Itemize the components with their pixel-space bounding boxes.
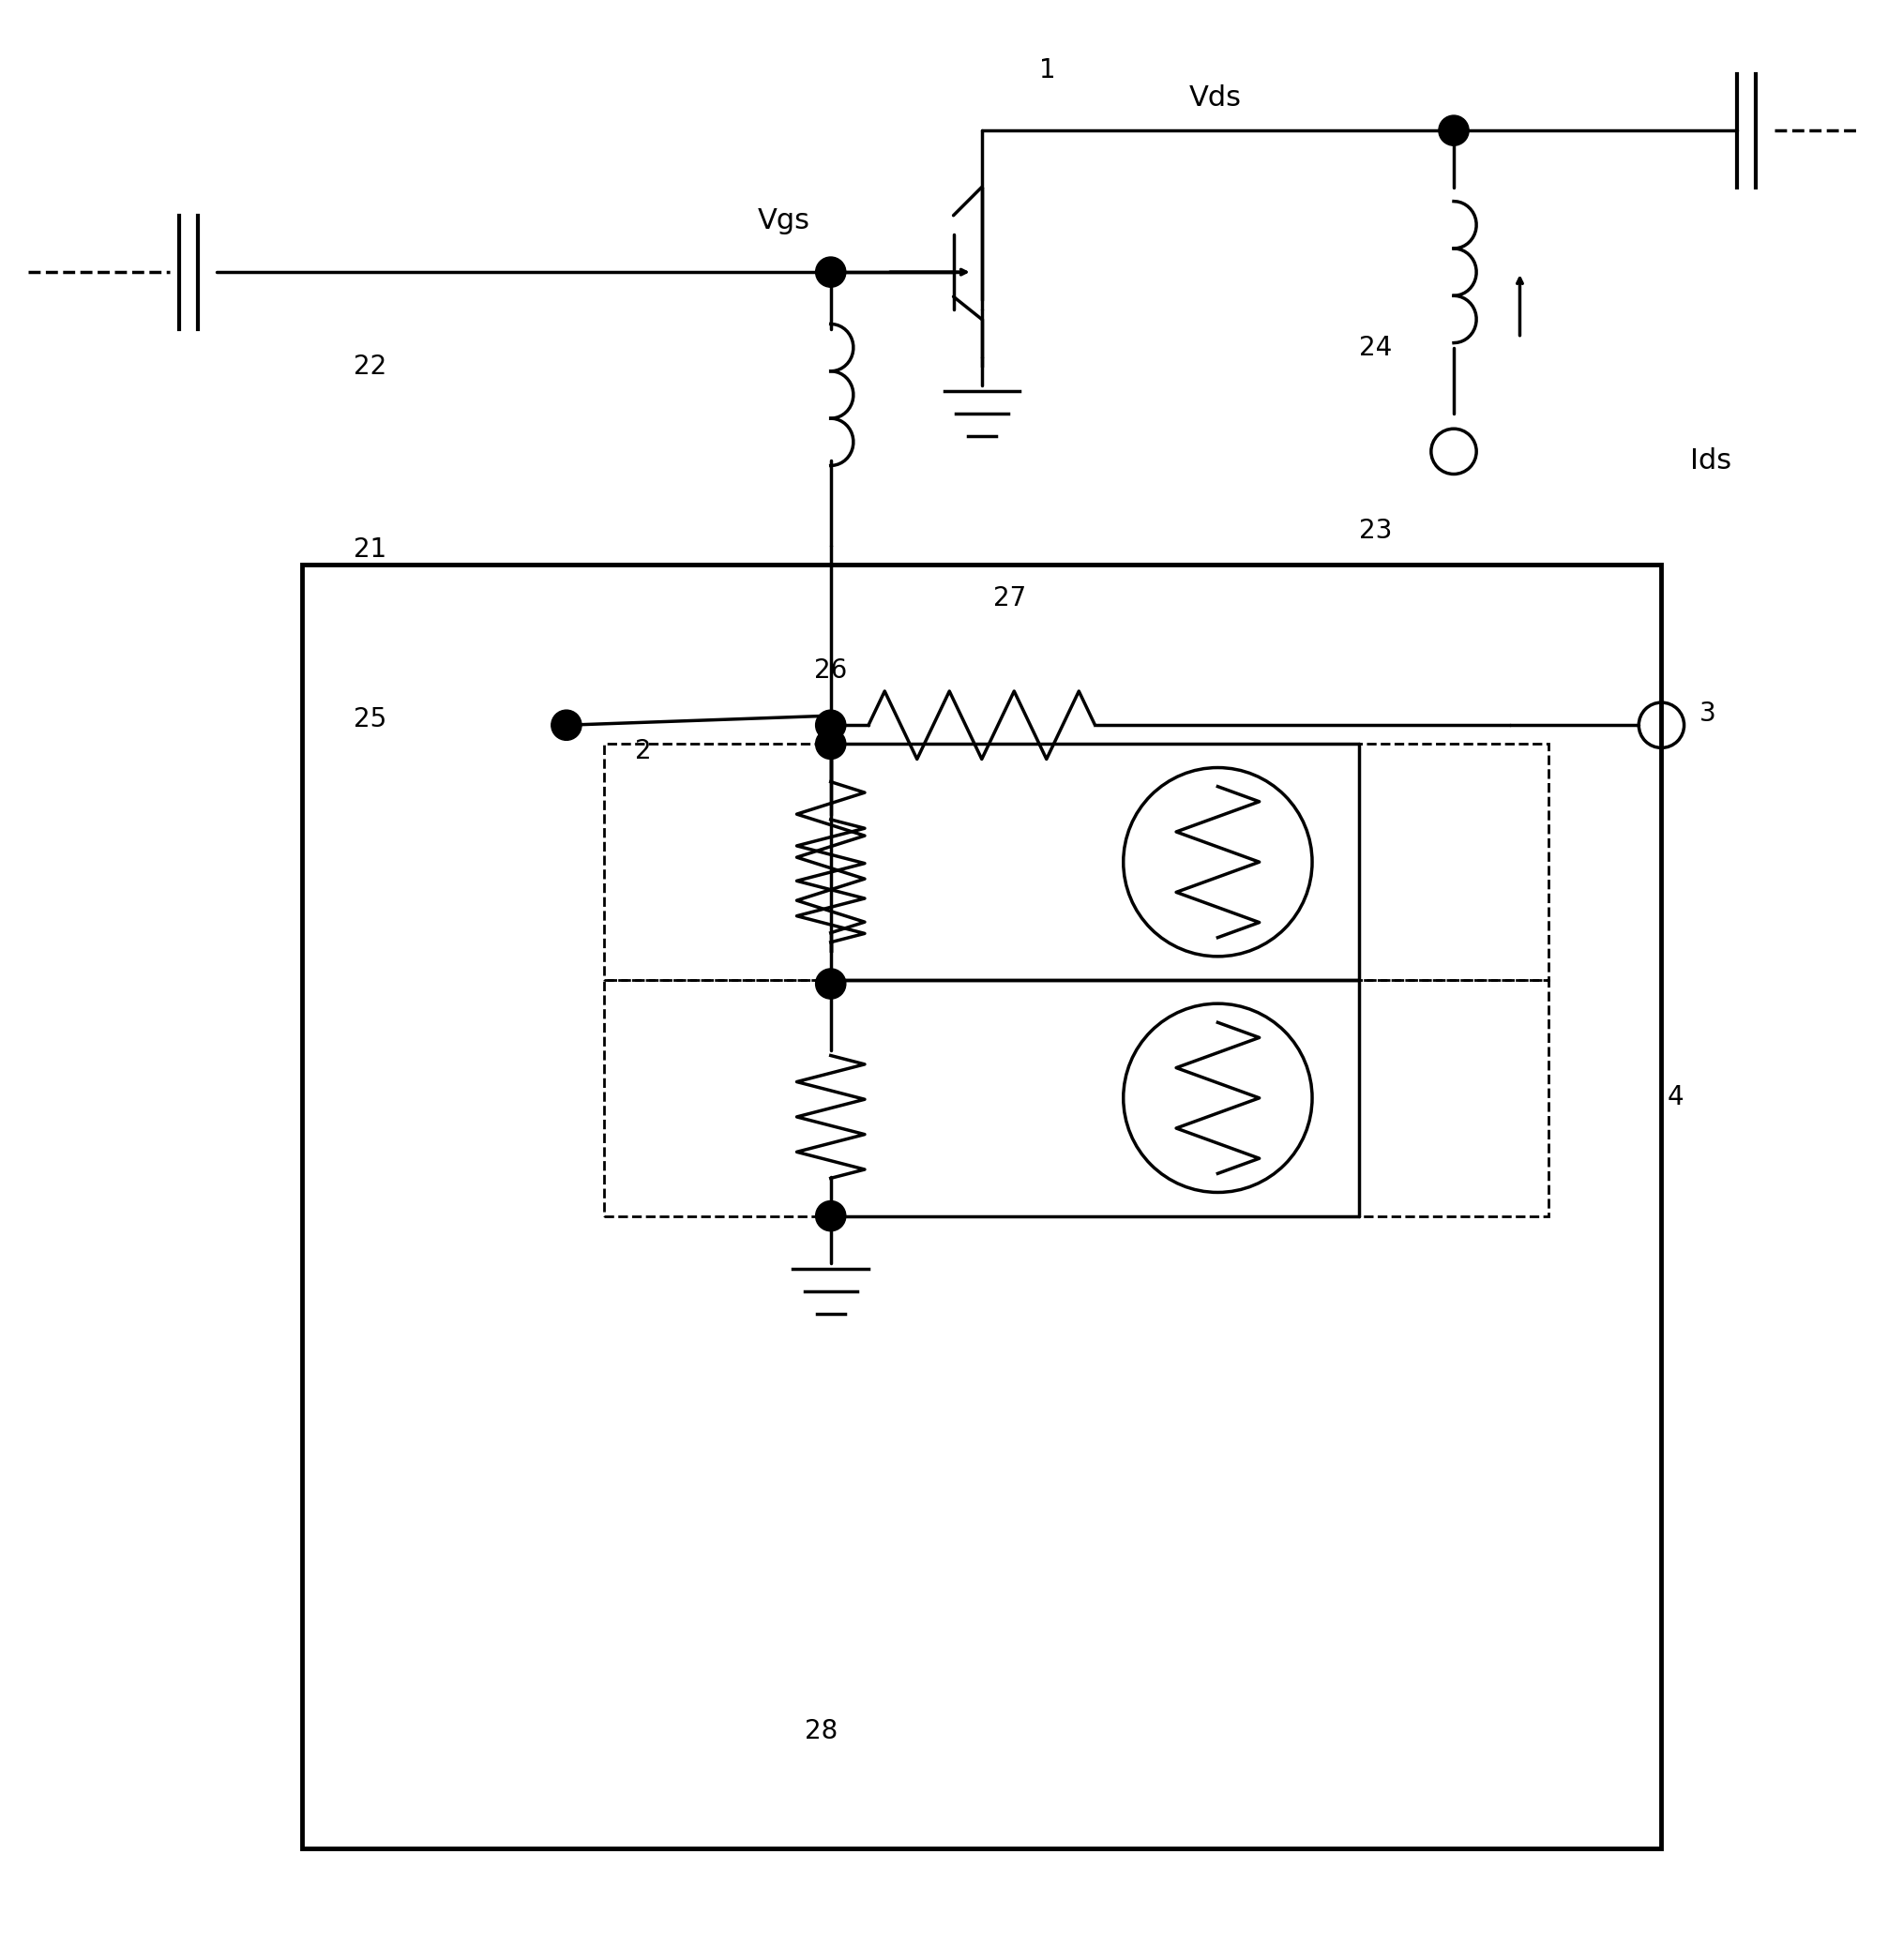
Circle shape [816, 1201, 846, 1231]
Text: Ids: Ids [1690, 447, 1731, 474]
Text: 4: 4 [1667, 1084, 1684, 1109]
Text: 22: 22 [353, 353, 387, 380]
Text: 28: 28 [804, 1719, 838, 1744]
Circle shape [816, 710, 846, 741]
Text: Vds: Vds [1189, 84, 1242, 112]
Text: 1: 1 [1040, 57, 1055, 82]
Text: 23: 23 [1359, 517, 1393, 543]
Circle shape [1439, 116, 1469, 145]
Circle shape [816, 257, 846, 288]
Circle shape [551, 710, 582, 741]
Text: 2: 2 [634, 739, 651, 764]
Circle shape [816, 729, 846, 759]
Text: 25: 25 [353, 706, 387, 733]
Circle shape [816, 968, 846, 1000]
Text: 26: 26 [814, 657, 848, 684]
Text: Vgs: Vgs [757, 208, 810, 235]
Text: 21: 21 [353, 537, 387, 563]
Text: 27: 27 [993, 586, 1027, 612]
Text: 24: 24 [1359, 335, 1393, 361]
Text: 3: 3 [1699, 700, 1716, 727]
